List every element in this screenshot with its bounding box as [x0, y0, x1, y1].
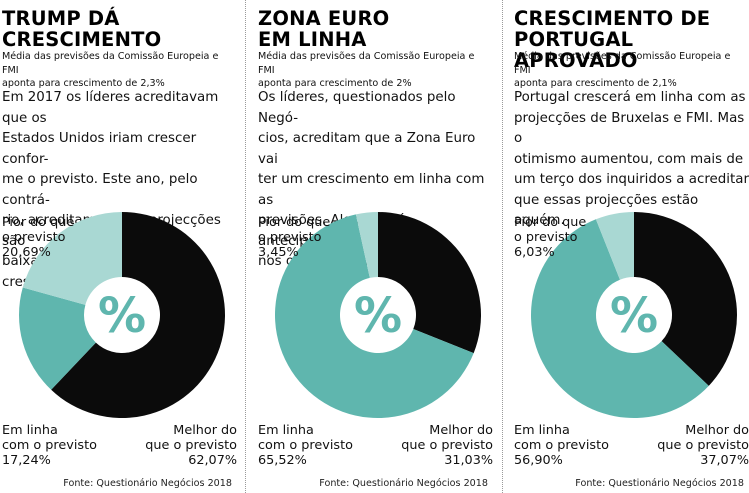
chart-panel-usa: TRUMP DÁ CRESCIMENTO Média das previsões… [2, 0, 237, 493]
label-worse: Pior do que o previsto 20,69% [2, 200, 74, 275]
panel-title: ZONA EURO EM LINHA [258, 7, 390, 51]
label-worse: Pior do que o previsto 6,03% [514, 200, 586, 275]
label-better-value: 31,03% [444, 453, 493, 468]
label-worse: Pior do que o previsto 3,45% [258, 200, 330, 275]
slice-better [378, 212, 481, 354]
panel-subtitle: Média das previsões da Comissão Europeia… [258, 51, 475, 89]
column-divider-2 [502, 0, 503, 493]
label-better: Melhor do que o previsto 37,07% [657, 408, 749, 483]
label-better-name: Melhor do que o previsto [145, 423, 237, 453]
label-better: Melhor do que o previsto 62,07% [145, 408, 237, 483]
percent-symbol: % [354, 288, 402, 344]
label-worse-value: 20,69% [2, 245, 51, 260]
panel-title: CRESCIMENTO DE PORTUGAL APROVADO [514, 7, 711, 72]
label-inline: Em linha com o previsto 56,90% [514, 408, 609, 483]
label-inline-name: Em linha com o previsto [514, 423, 609, 453]
chart-panel-portugal: CRESCIMENTO DE PORTUGAL APROVADO Média d… [514, 0, 749, 493]
panel-subtitle: Média das previsões da Comissão Europeia… [514, 51, 731, 89]
label-worse-name: Pior do que o previsto [2, 215, 75, 245]
source-note: Fonte: Questionário Negócios 2018 [319, 478, 488, 489]
panel-body-text: Portugal crescerá em linha com as projec… [514, 90, 749, 228]
slice-worse [22, 212, 122, 305]
percent-symbol: % [98, 288, 146, 344]
label-inline-value: 17,24% [2, 453, 51, 468]
label-inline: Em linha com o previsto 65,52% [258, 408, 353, 483]
label-better-value: 62,07% [188, 453, 237, 468]
label-better: Melhor do que o previsto 31,03% [401, 408, 493, 483]
column-divider-1 [245, 0, 246, 493]
slice-better [51, 212, 226, 418]
slice-inline [19, 287, 96, 390]
slice-inline [531, 219, 709, 418]
panel-title: TRUMP DÁ CRESCIMENTO [2, 7, 162, 51]
label-better-value: 37,07% [700, 453, 749, 468]
donut-chart: % [19, 212, 226, 418]
slice-worse [595, 212, 634, 280]
label-worse-value: 3,45% [258, 245, 299, 260]
label-worse-name: Pior do que o previsto [258, 215, 331, 245]
donut-chart: % [274, 212, 481, 418]
label-inline: Em linha com o previsto 17,24% [2, 408, 97, 483]
label-worse-name: Pior do que o previsto [514, 215, 587, 245]
label-inline-value: 65,52% [258, 453, 307, 468]
slice-worse [355, 212, 378, 278]
label-worse-value: 6,03% [514, 245, 555, 260]
label-better-name: Melhor do que o previsto [657, 423, 749, 453]
source-note: Fonte: Questionário Negócios 2018 [575, 478, 744, 489]
slice-better [634, 212, 737, 386]
chart-panel-eurozone: ZONA EURO EM LINHA Média das previsões d… [258, 0, 493, 493]
percent-symbol: % [610, 288, 658, 344]
panel-subtitle: Média das previsões da Comissão Europeia… [2, 51, 219, 89]
label-better-name: Melhor do que o previsto [401, 423, 493, 453]
donut-chart: % [531, 212, 737, 418]
label-inline-name: Em linha com o previsto [258, 423, 353, 453]
slice-inline [274, 214, 474, 418]
source-note: Fonte: Questionário Negócios 2018 [63, 478, 232, 489]
label-inline-name: Em linha com o previsto [2, 423, 97, 453]
label-inline-value: 56,90% [514, 453, 563, 468]
